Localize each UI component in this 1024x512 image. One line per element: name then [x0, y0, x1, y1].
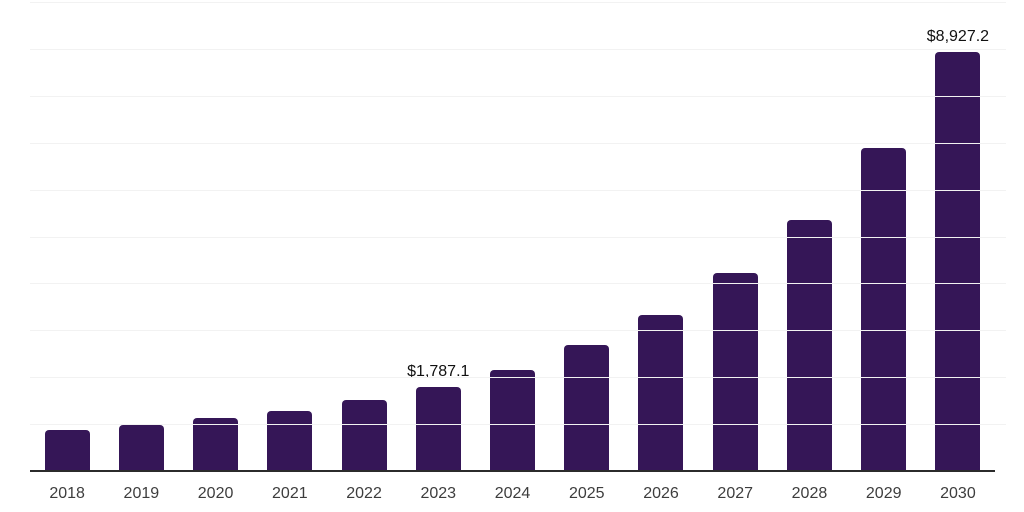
gridline-8000 — [30, 95, 1006, 97]
gridline-6000 — [30, 189, 1006, 191]
x-tick-2028: 2028 — [791, 485, 828, 502]
gridline-10000 — [30, 2, 1006, 3]
bar-2019 — [118, 424, 164, 471]
x-tick-2030: 2030 — [940, 485, 976, 502]
bar-2018 — [44, 429, 90, 471]
bar-slot-2018 — [30, 2, 104, 471]
x-tick-2022: 2022 — [346, 485, 382, 502]
bar-slot-2026 — [624, 2, 698, 471]
x-tick-2021: 2021 — [272, 485, 308, 502]
x-tick-2025: 2025 — [568, 485, 605, 502]
bar-slot-2029 — [847, 2, 921, 471]
x-tick-2018: 2018 — [49, 485, 85, 502]
x-tick-2019: 2019 — [123, 485, 160, 502]
plot-area: $1,787.1 $8,927.2 — [30, 2, 1006, 471]
bar-2029 — [861, 147, 907, 471]
bar-slot-2020 — [178, 2, 252, 471]
bar-slot-2025 — [550, 2, 624, 471]
x-tick-2023: 2023 — [420, 485, 457, 502]
bar-slot-2023: $1,787.1 — [401, 2, 475, 471]
bar-2030 — [935, 52, 981, 471]
bar-2025 — [564, 344, 610, 471]
x-tick-2020: 2020 — [197, 485, 234, 502]
x-tick-2027: 2027 — [717, 485, 754, 502]
bar-2020 — [193, 418, 239, 471]
bar-slot-2027 — [698, 2, 772, 471]
x-tick-2024: 2024 — [494, 485, 531, 502]
bar-slot-2024 — [475, 2, 549, 471]
value-label-2023: $1,787.1 — [407, 362, 470, 380]
bar-2027 — [712, 273, 758, 471]
gridline-7000 — [30, 142, 1006, 144]
bar-2026 — [638, 314, 684, 471]
bar-slot-2021 — [253, 2, 327, 471]
bar-2024 — [490, 369, 536, 471]
x-tick-2029: 2029 — [865, 485, 902, 502]
gridline-1000 — [30, 424, 1006, 426]
bar-slot-2028 — [772, 2, 846, 471]
gridline-5000 — [30, 236, 1006, 238]
gridline-9000 — [30, 48, 1006, 50]
bar-2022 — [341, 400, 387, 471]
x-axis-line — [30, 470, 995, 472]
x-tick-2026: 2026 — [643, 485, 679, 502]
gridline-2000 — [30, 377, 1006, 379]
bar-2028 — [786, 219, 832, 471]
bar-2023 — [415, 387, 461, 471]
bar-slot-2030: $8,927.2 — [921, 2, 995, 471]
gridline-3000 — [30, 330, 1006, 332]
gridline-4000 — [30, 283, 1006, 285]
bar-slot-2019 — [104, 2, 178, 471]
bars-row: $1,787.1 $8,927.2 — [30, 2, 995, 471]
bar-2021 — [267, 411, 313, 471]
x-axis-labels: 2018 2019 2020 2021 2022 2023 2024 2025 2026 2027… — [30, 485, 995, 503]
bar-slot-2022 — [327, 2, 401, 471]
value-label-2030: $8,927.2 — [926, 27, 990, 45]
